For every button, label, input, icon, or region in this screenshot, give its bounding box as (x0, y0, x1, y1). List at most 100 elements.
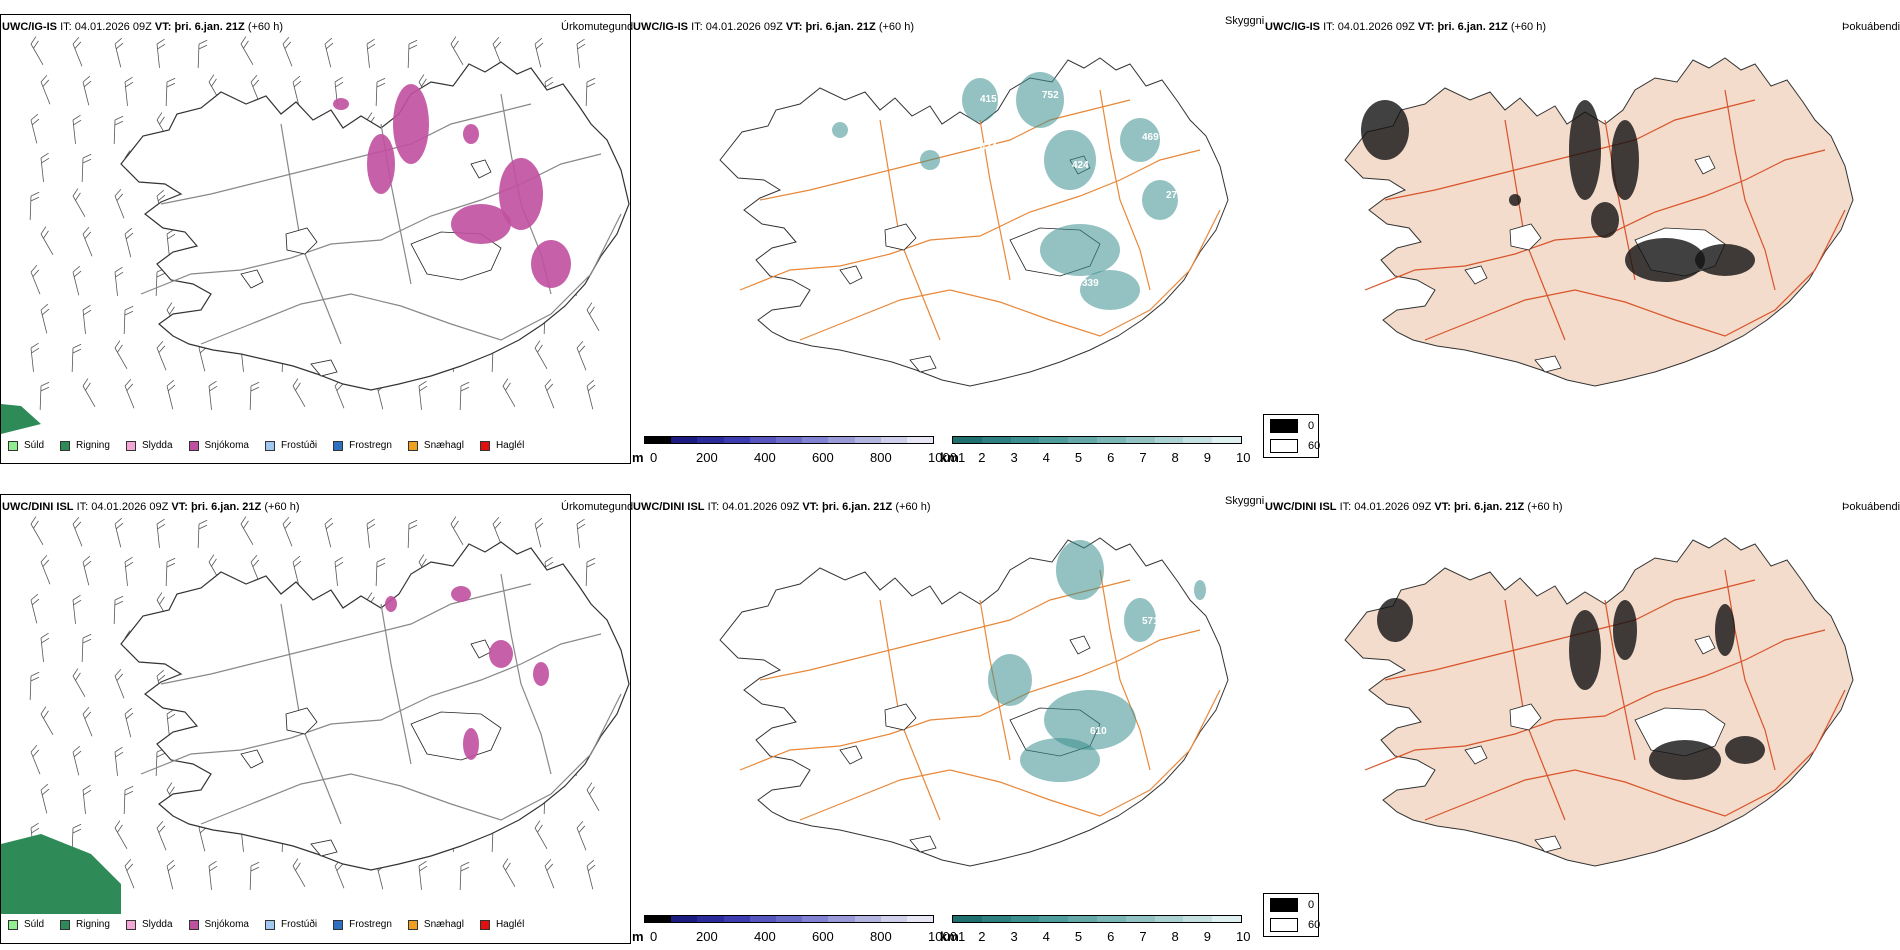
fog-header-bottom: UWC/DINI ISL IT: 04.01.2026 09Z VT: þri.… (1265, 501, 1563, 513)
wind-barb (156, 38, 166, 68)
rain-area (1, 404, 41, 434)
precip-legend-item: Rigning (60, 440, 110, 451)
wind-barb (114, 517, 124, 548)
it-label: IT: (76, 501, 89, 513)
wind-barb (113, 595, 124, 624)
fog-area (1613, 600, 1637, 660)
road-line (200, 213, 622, 345)
wind-barb (375, 77, 386, 106)
legend-swatch (333, 440, 344, 451)
fog-map-bottom (1344, 537, 1854, 867)
rain-area (1, 834, 121, 914)
it-value: 04.01.2026 09Z (91, 501, 169, 513)
colorbar-segment (1125, 916, 1155, 922)
colorbar-tick-label: 0 (650, 929, 658, 944)
wind-barb (114, 820, 128, 849)
colorbar-segment (749, 916, 776, 922)
glacier-outline (1464, 265, 1488, 285)
precip-legend-item: Snjókoma (188, 440, 249, 451)
visibility-value-label: 424 (1072, 160, 1089, 171)
wind-barb (124, 227, 134, 258)
wind-barb (534, 517, 544, 548)
lead-time: (+60 h) (264, 501, 300, 513)
wind-barb (30, 745, 41, 775)
snow-area (463, 728, 479, 760)
legend-swatch (407, 919, 418, 930)
wind-barb (82, 75, 92, 106)
precip-legend-item: Súld (8, 919, 44, 930)
vt-label: VT: (171, 501, 188, 513)
wind-barb (30, 516, 44, 545)
vt-label: VT: (1417, 21, 1435, 33)
legend-label: Frostregn (349, 919, 392, 930)
road-line (799, 209, 1221, 341)
wind-barb (40, 632, 50, 662)
colorbar-tick-label: 1000 (928, 929, 957, 944)
snow-area (367, 134, 395, 194)
road-line (739, 629, 1201, 771)
visibility-value-label: 339 (1082, 278, 1099, 289)
distance-colorbar-top: km 1 2 3 4 5 6 7 8 9 10 (940, 436, 1250, 466)
colorbar-tick-label: 200 (696, 450, 718, 465)
legend-swatch (479, 440, 490, 451)
wind-barb (39, 381, 50, 410)
legend-swatch (407, 440, 418, 451)
wind-barb (418, 380, 428, 410)
vis-title-bottom: Skyggni (1225, 495, 1265, 507)
wind-barb (534, 37, 544, 68)
low-visibility-area (1080, 270, 1140, 310)
it-value: 04.01.2026 09Z (74, 21, 152, 33)
wind-barb (585, 77, 596, 106)
wind-barb (124, 859, 135, 889)
road-line (1424, 689, 1846, 821)
precip-map-bottom (1, 516, 630, 914)
model-name: UWC/IG-IS (633, 21, 688, 33)
height-colorbar-bottom: m 0 200 400 600 800 1000 (632, 915, 957, 945)
colorbar-segment (1154, 916, 1184, 922)
road-line (1099, 569, 1151, 771)
low-visibility-area (1044, 690, 1136, 750)
colorbar-segment (1010, 916, 1040, 922)
precip-legend-item: Frostregn (333, 440, 392, 451)
wind-barb (156, 518, 166, 548)
legend-label: Slydda (141, 919, 173, 930)
fog-area (1591, 202, 1619, 238)
colorbar-tick-label: 9 (1203, 450, 1211, 465)
it-label: IT: (60, 21, 72, 33)
legend-swatch (8, 440, 18, 451)
wind-barb (82, 555, 92, 586)
colorbar-segment (1010, 437, 1040, 443)
wind-barb (459, 861, 470, 890)
model-name: UWC/DINI ISL (2, 501, 74, 513)
wind-barb (240, 36, 254, 65)
iceland-map (1344, 57, 1854, 387)
precip-legend-item: Haglél (479, 440, 524, 451)
colorbar-tick-label: 5 (1074, 450, 1083, 465)
fog-title-top: Þokuábendi (1842, 21, 1900, 33)
colorbar-tick-label: 1 (958, 929, 966, 944)
road-line (160, 103, 532, 205)
vis-header-top: UWC/IG-IS IT: 04.01.2026 09Z VT: þri. 6.… (633, 21, 914, 33)
wind-barb (113, 115, 124, 144)
colorbar-segment (1068, 437, 1097, 443)
colorbar-strip (644, 436, 934, 444)
it-label: IT: (1339, 501, 1352, 513)
wind-barb (407, 519, 418, 548)
precip-legend-item: Slydda (125, 919, 173, 930)
colorbar-segment (828, 916, 855, 922)
vt-label: VT: (802, 501, 819, 513)
glacier-outline (1509, 223, 1542, 251)
legend-swatch (60, 919, 71, 930)
road-line (739, 149, 1201, 291)
wind-barb (72, 265, 82, 296)
wind-barb (165, 557, 176, 586)
wind-barb (576, 341, 587, 371)
colorbar-unit: m (632, 450, 644, 465)
glacier-outline (1534, 355, 1562, 373)
wind-barb (82, 304, 92, 334)
model-name: UWC/IG-IS (1265, 21, 1320, 33)
low-visibility-area (962, 78, 998, 122)
colorbar-segment (645, 916, 672, 922)
road-line (1724, 89, 1776, 291)
wind-barb (40, 783, 50, 814)
